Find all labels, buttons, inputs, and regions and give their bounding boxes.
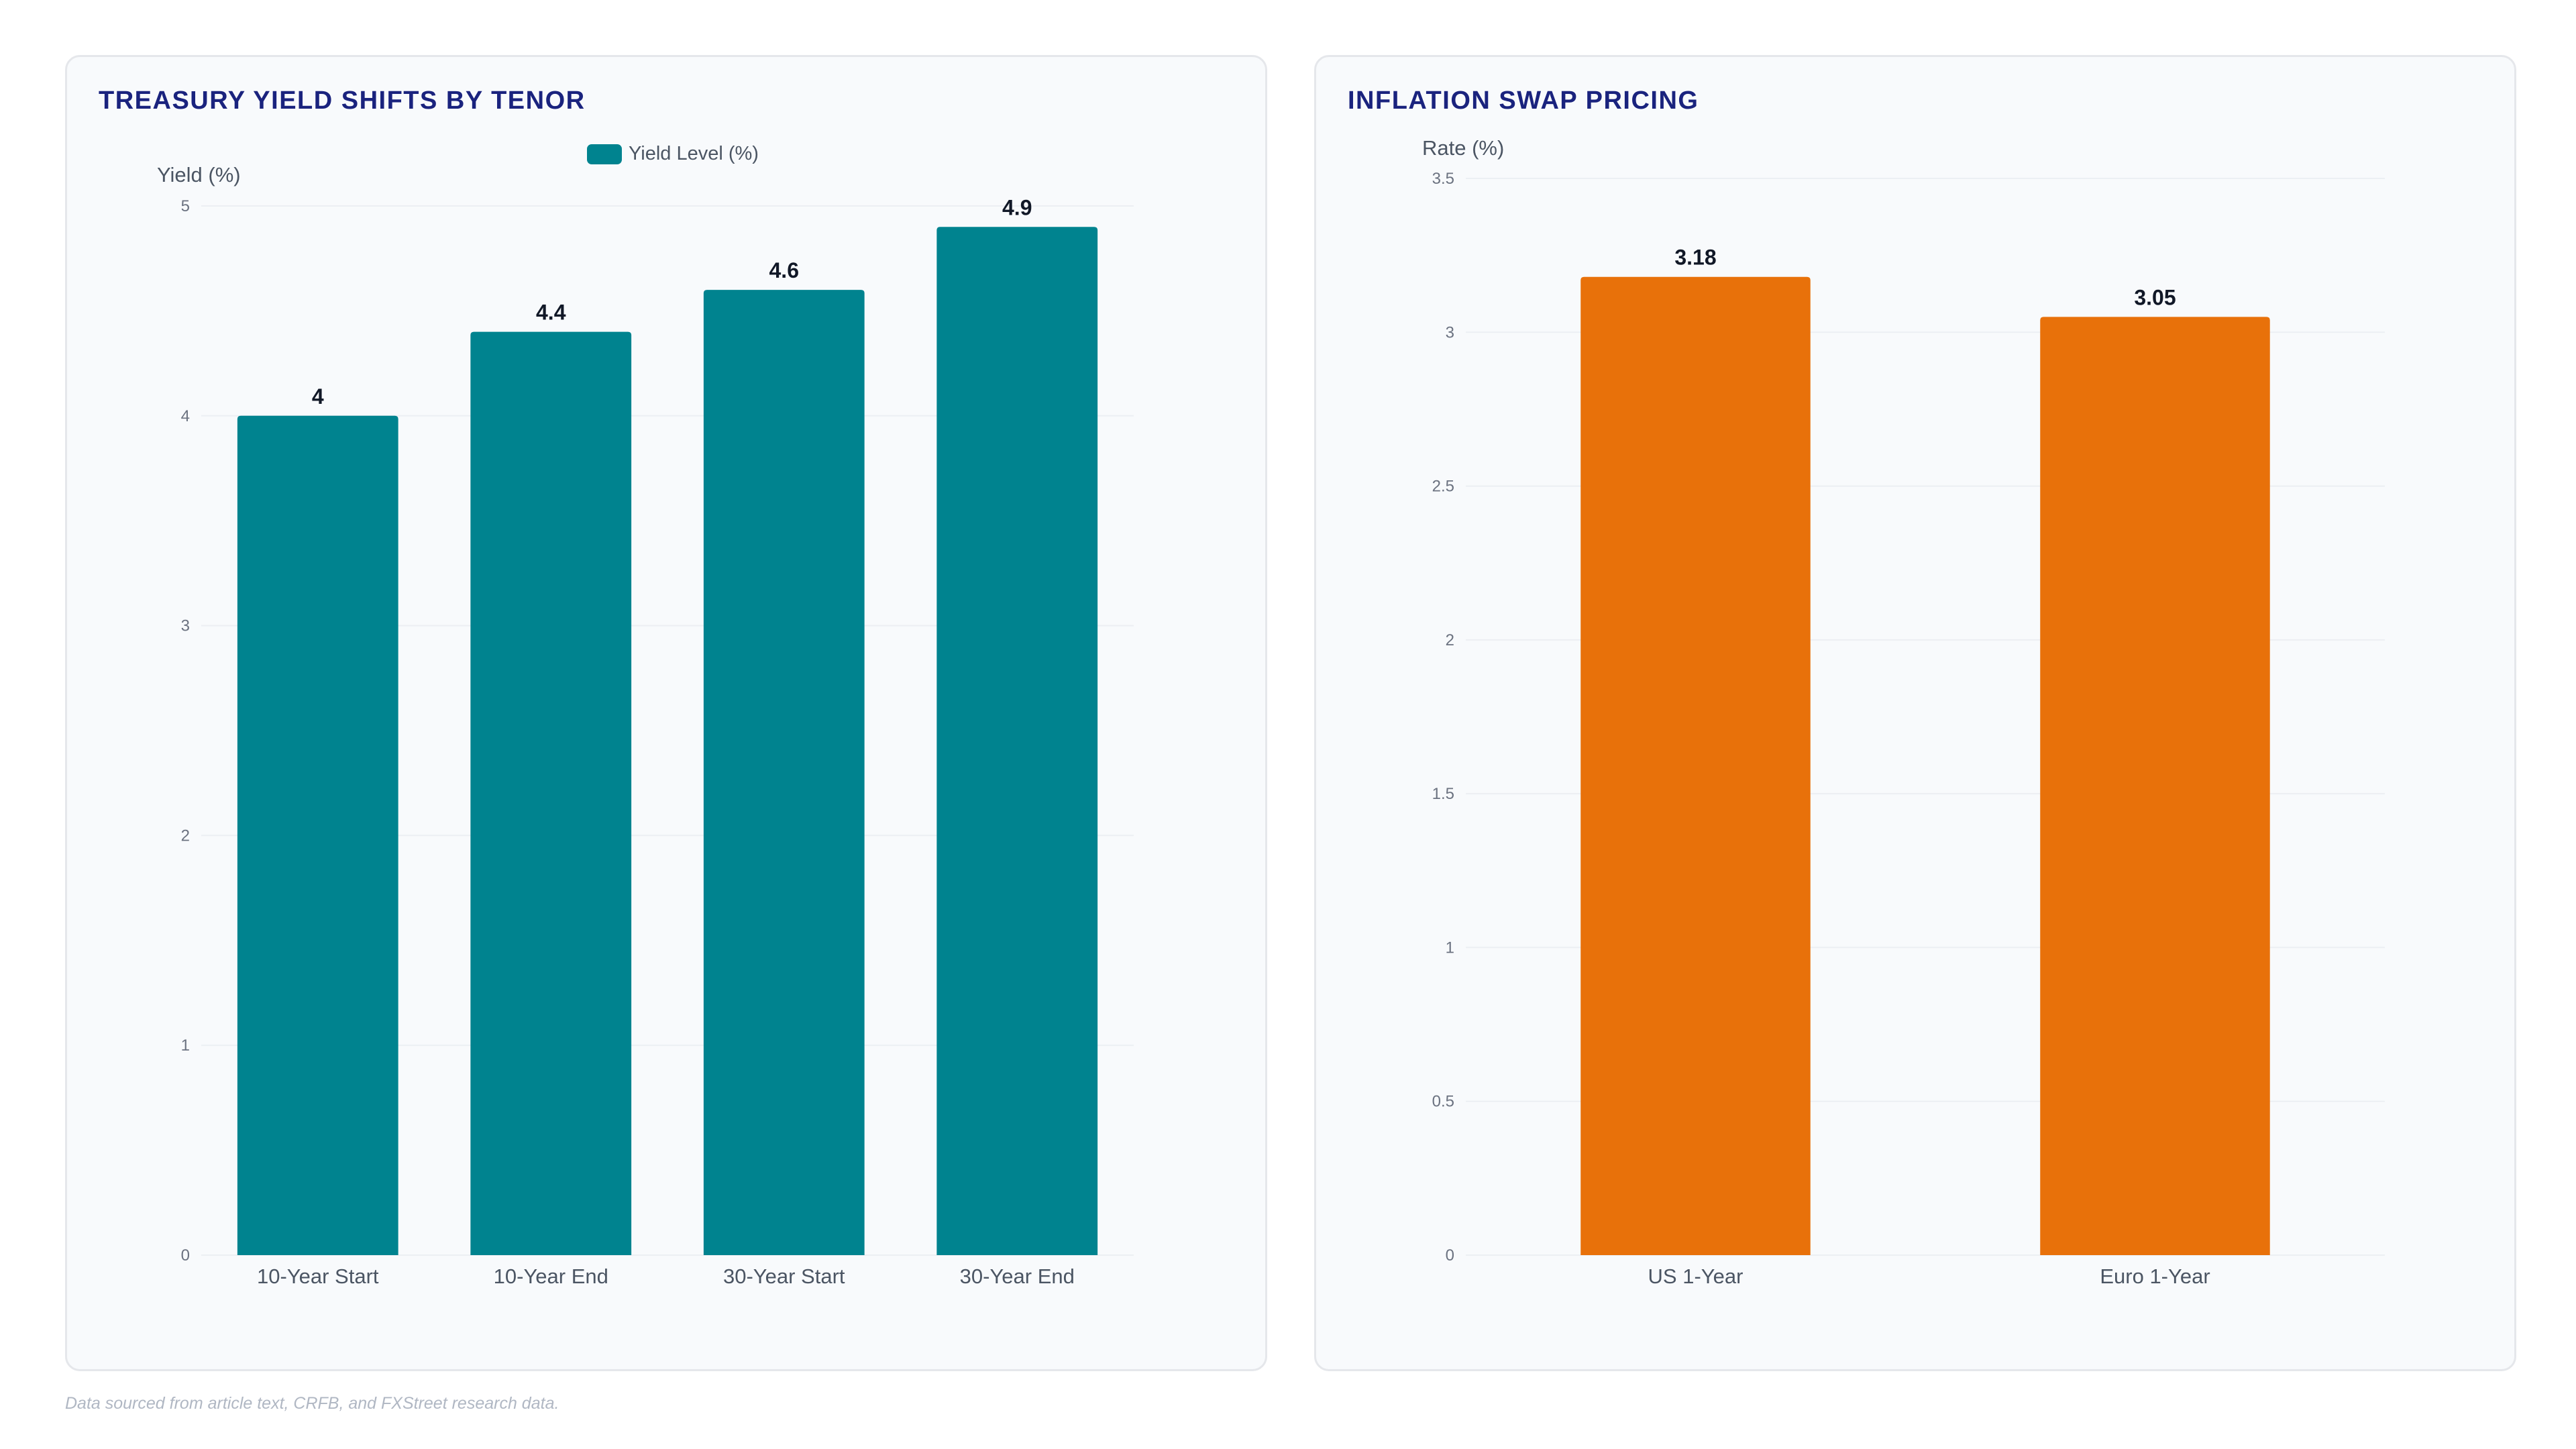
treasury-y-axis-label: Yield (%): [157, 163, 241, 186]
inflation-chart-title: INFLATION SWAP PRICING: [1348, 87, 1699, 115]
inflation-y-axis-label: Rate (%): [1422, 136, 1504, 160]
inflation-bar-us-1-year: [1580, 276, 1811, 1255]
inflation-bar-euro-1-year: [2040, 317, 2270, 1255]
treasury-bar-10-year-start: [237, 415, 398, 1255]
inflation-chart-panel: INFLATION SWAP PRICING Rate (%) 0 0.5 1 1.5 2…: [1314, 55, 2516, 1371]
treasury-value-label-10-year-start: 4: [312, 384, 324, 409]
treasury-bar-30-year-start: [703, 290, 865, 1255]
legend-swatch-yield: [587, 144, 622, 164]
treasury-y-tick-label: 3: [181, 617, 190, 635]
treasury-value-label-30-year-start: 4.6: [769, 258, 799, 282]
inflation-x-tick-label-us-1-year: US 1-Year: [1648, 1265, 1743, 1288]
footer-source-note: Data sourced from article text, CRFB, an…: [65, 1394, 559, 1413]
inflation-x-tick-label-euro-1-year: Euro 1-Year: [2100, 1265, 2210, 1288]
inflation-y-tick-label: 0: [1446, 1246, 1454, 1265]
treasury-y-tick-label: 0: [181, 1246, 190, 1265]
treasury-x-tick-label-10-year-start: 10-Year Start: [257, 1265, 379, 1288]
legend-label-yield: Yield Level (%): [629, 143, 759, 164]
treasury-x-tick-label-30-year-end: 30-Year End: [960, 1265, 1075, 1288]
treasury-x-tick-label-10-year-end: 10-Year End: [494, 1265, 608, 1288]
inflation-value-label-euro-1-year: 3.05: [2134, 285, 2176, 309]
treasury-bar-10-year-end: [470, 331, 632, 1256]
treasury-value-label-30-year-end: 4.9: [1002, 195, 1032, 219]
treasury-chart-panel: TREASURY YIELD SHIFTS BY TENOR Yield Lev…: [65, 55, 1267, 1371]
inflation-y-tick-label: 0.5: [1432, 1093, 1454, 1111]
inflation-y-tick-label: 1: [1446, 938, 1454, 957]
inflation-y-tick-label: 1.5: [1432, 785, 1454, 803]
treasury-y-tick-label: 2: [181, 826, 190, 845]
inflation-y-tick-label: 2.5: [1432, 478, 1454, 496]
treasury-y-tick-label: 1: [181, 1036, 190, 1055]
treasury-y-tick-label: 4: [181, 407, 190, 425]
treasury-value-label-10-year-end: 4.4: [536, 301, 566, 325]
inflation-value-label-us-1-year: 3.18: [1674, 246, 1716, 270]
inflation-bar-chart: Rate (%) 0 0.5 1 1.5 2 2.5 3 3.5 3.18 US 1-Year 3.0…: [1422, 136, 2385, 1288]
treasury-bar-chart: Yield (%) 0 1 2 3 4 5 4 10-Year Start 4.4 10-Year …: [157, 163, 1134, 1288]
inflation-y-tick-label: 2: [1446, 631, 1454, 649]
treasury-x-tick-label-30-year-start: 30-Year Start: [723, 1265, 845, 1288]
treasury-legend: Yield Level (%): [587, 143, 759, 165]
treasury-bar-30-year-end: [936, 227, 1098, 1255]
inflation-y-tick-label: 3.5: [1432, 170, 1454, 188]
treasury-y-tick-label: 5: [181, 197, 190, 215]
inflation-y-tick-label: 3: [1446, 323, 1454, 341]
treasury-chart-title: TREASURY YIELD SHIFTS BY TENOR: [99, 87, 586, 115]
